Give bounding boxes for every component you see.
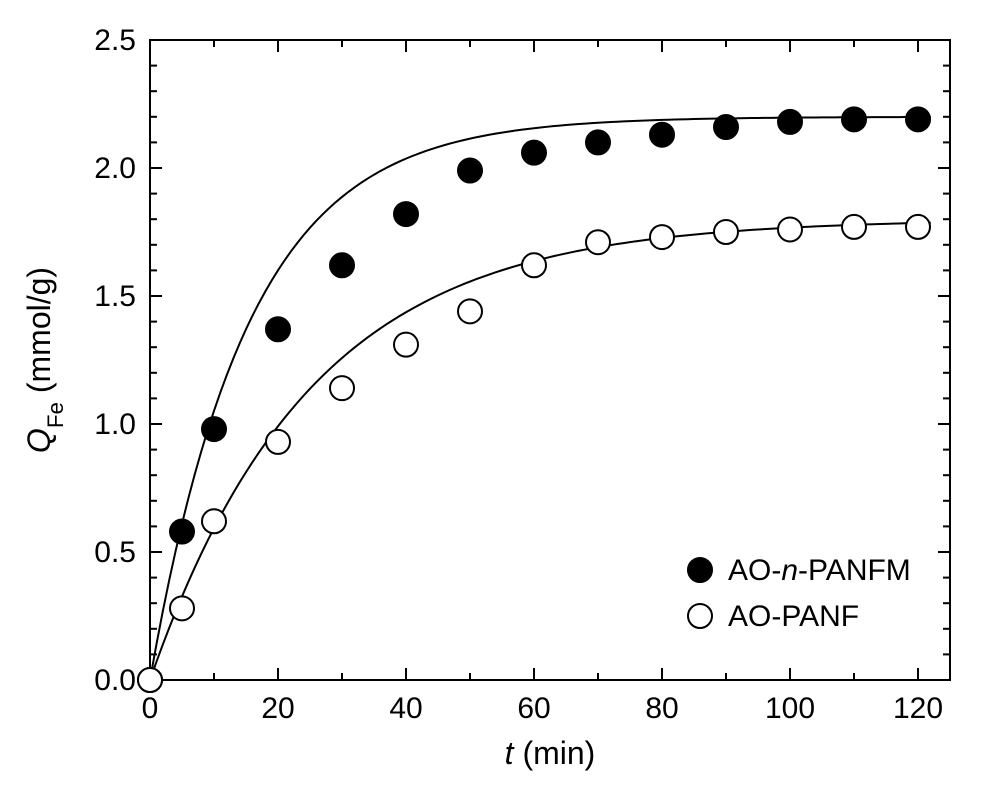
marker-ao-n-panfm <box>330 253 354 277</box>
legend-marker-ao-n-panfm <box>688 558 712 582</box>
marker-ao-n-panfm <box>522 141 546 165</box>
x-tick-label: 0 <box>142 692 159 725</box>
chart-container: 0 20 40 60 80 100 120 0.0 0.5 1.0 1.5 2.0 2.5 t (min)… <box>0 0 1000 788</box>
y-tick-label: 1.0 <box>94 408 136 441</box>
y-tick-label: 1.5 <box>94 280 136 313</box>
legend-marker-ao-panf <box>688 604 712 628</box>
marker-ao-n-panfm <box>586 130 610 154</box>
marker-ao-panf <box>906 215 930 239</box>
marker-ao-panf <box>714 220 738 244</box>
marker-ao-n-panfm <box>906 107 930 131</box>
marker-ao-panf <box>202 509 226 533</box>
marker-ao-n-panfm <box>650 123 674 147</box>
marker-ao-n-panfm <box>842 107 866 131</box>
x-axis-label: t (min) <box>505 735 596 771</box>
legend-label-ao-panf: AO-PANF <box>728 600 859 633</box>
marker-ao-panf <box>394 333 418 357</box>
marker-ao-panf <box>842 215 866 239</box>
marker-ao-panf <box>138 668 162 692</box>
marker-ao-n-panfm <box>714 115 738 139</box>
x-tick-label: 100 <box>765 692 815 725</box>
marker-ao-panf <box>266 430 290 454</box>
marker-ao-panf <box>586 230 610 254</box>
marker-ao-panf <box>458 299 482 323</box>
marker-ao-panf <box>650 225 674 249</box>
marker-ao-n-panfm <box>202 417 226 441</box>
x-tick-label: 60 <box>517 692 550 725</box>
marker-ao-n-panfm <box>266 317 290 341</box>
marker-ao-panf <box>170 596 194 620</box>
marker-ao-n-panfm <box>778 110 802 134</box>
marker-ao-panf <box>330 376 354 400</box>
y-tick-label: 0.0 <box>94 664 136 697</box>
legend-label-ao-n-panfm: AO-n-PANFM <box>728 554 911 587</box>
x-tick-label: 120 <box>893 692 943 725</box>
x-tick-label: 20 <box>261 692 294 725</box>
chart-svg: 0 20 40 60 80 100 120 0.0 0.5 1.0 1.5 2.0 2.5 t (min)… <box>0 0 1000 788</box>
marker-ao-panf <box>522 253 546 277</box>
x-tick-label: 80 <box>645 692 678 725</box>
y-tick-label: 0.5 <box>94 536 136 569</box>
marker-ao-n-panfm <box>394 202 418 226</box>
x-tick-label: 40 <box>389 692 422 725</box>
y-tick-label: 2.5 <box>94 24 136 57</box>
marker-ao-n-panfm <box>170 520 194 544</box>
marker-ao-panf <box>778 217 802 241</box>
y-tick-label: 2.0 <box>94 152 136 185</box>
marker-ao-n-panfm <box>458 159 482 183</box>
